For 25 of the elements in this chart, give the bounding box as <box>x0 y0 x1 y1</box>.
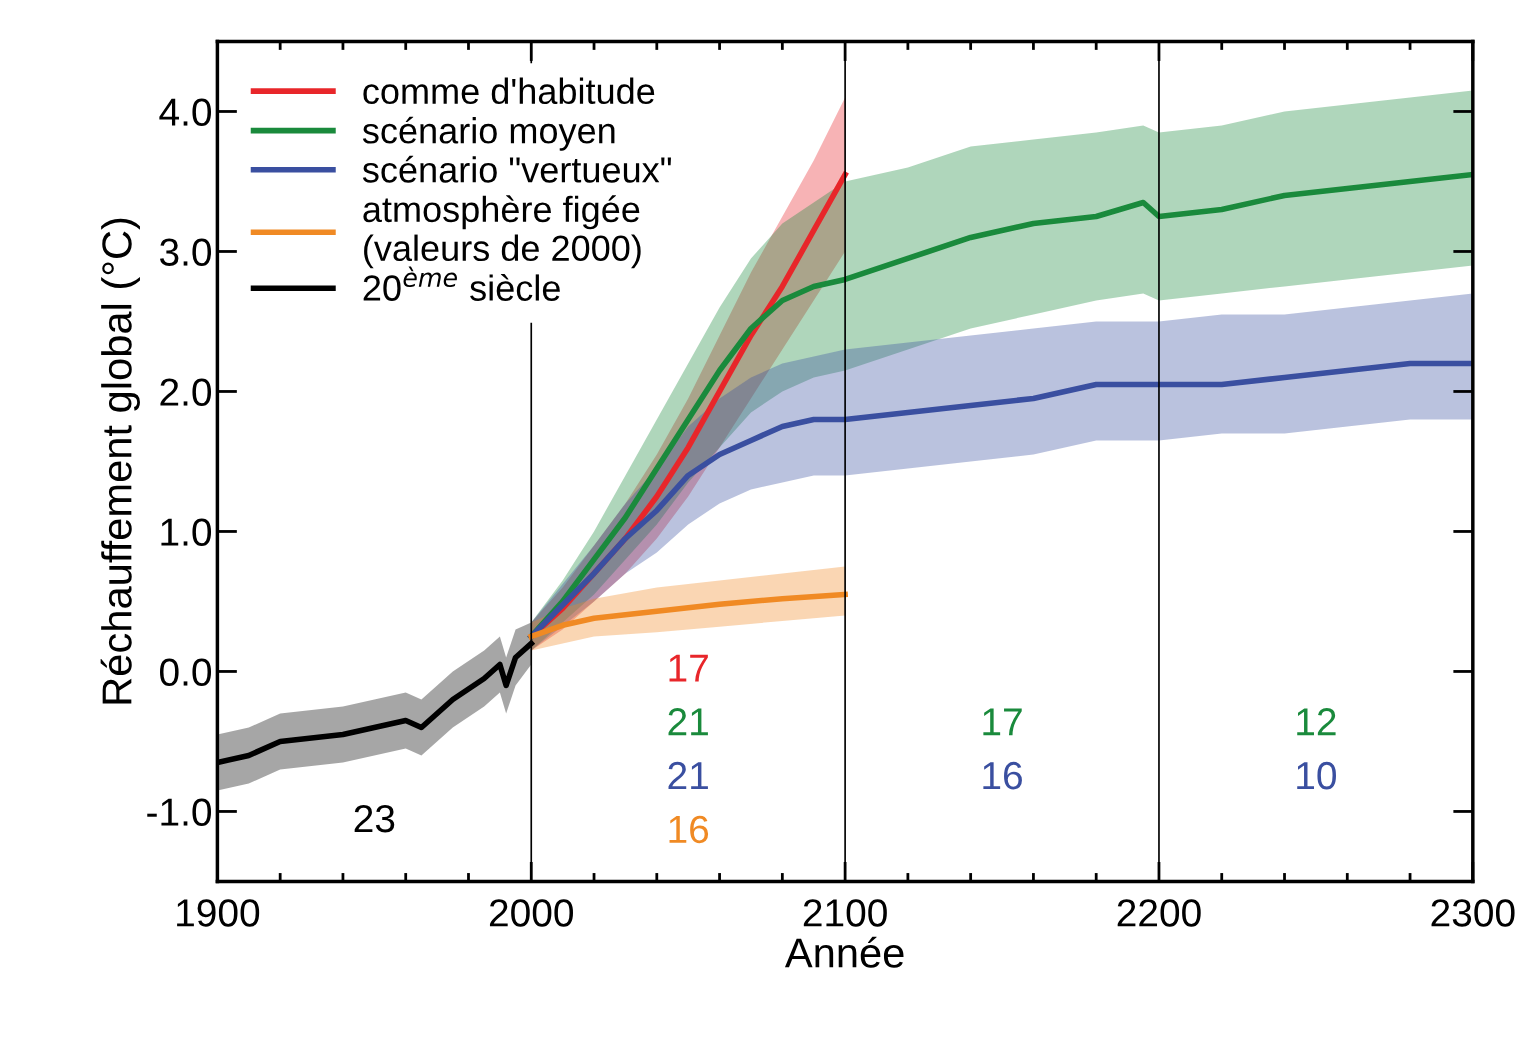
legend-label: comme d'habitude <box>363 77 655 105</box>
legend-label: scénario "vertueux" <box>362 155 671 183</box>
annotation: 10 <box>1297 761 1336 790</box>
x-axis-title: Année <box>784 936 904 968</box>
annotation: 17 <box>669 654 708 682</box>
y-tick-label: 2.0 <box>160 378 212 406</box>
legend-label: scénario moyen <box>362 116 615 151</box>
y-tick-label: -1.0 <box>147 798 212 826</box>
annotation: 12 <box>1297 708 1336 736</box>
y-tick-label: 0.0 <box>160 658 212 686</box>
annotation: 23 <box>354 804 395 833</box>
y-tick-label: 3.0 <box>159 238 212 266</box>
x-tick-label: 2300 <box>1431 899 1515 927</box>
annotation: 17 <box>983 708 1022 736</box>
y-axis-title: Réchauffement global (°C) <box>100 218 140 704</box>
annotation: 16 <box>983 761 1022 790</box>
y-tick-label: 4.0 <box>159 98 212 126</box>
annotation: 21 <box>668 708 708 736</box>
y-tick-label: 1.0 <box>161 518 212 546</box>
x-tick-label: 2200 <box>1117 899 1201 927</box>
x-tick-label: 1900 <box>177 899 260 927</box>
x-tick-label: 2100 <box>803 899 887 927</box>
annotation: 21 <box>668 761 708 790</box>
annotation: 16 <box>669 815 709 844</box>
x-tick-label: 2000 <box>489 899 573 927</box>
